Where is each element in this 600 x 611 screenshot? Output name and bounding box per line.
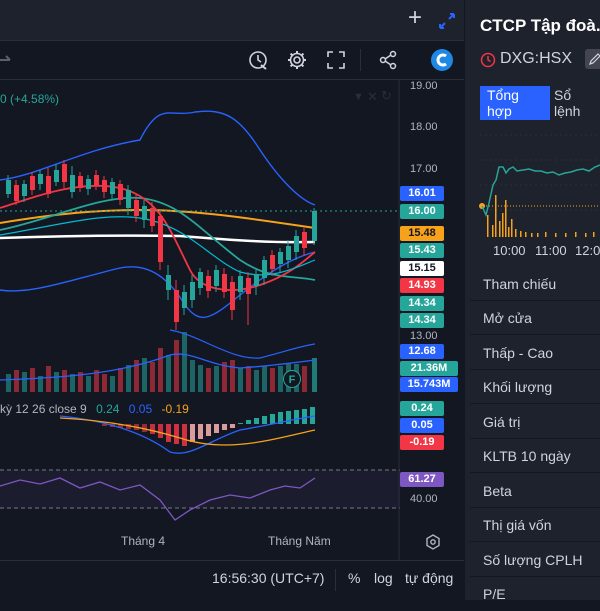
clock-timezone[interactable]: 16:56:30 (UTC+7) bbox=[212, 570, 325, 586]
intraday-volume-bars bbox=[487, 195, 595, 237]
bottom-bar: 16:56:30 (UTC+7) % log tự động bbox=[0, 560, 464, 601]
price-change-legend: 0 (+4.58%) bbox=[0, 92, 60, 106]
ticker-symbol[interactable]: DXG:HSX bbox=[500, 50, 573, 67]
legend-close-icon[interactable]: ✕ bbox=[367, 89, 378, 104]
edit-pencil-icon[interactable] bbox=[585, 49, 600, 69]
macd-signal-label: -0.19 bbox=[400, 435, 444, 450]
price-label-ma-red: 14.93 bbox=[400, 278, 444, 293]
volume-label: 21.36M bbox=[400, 361, 458, 376]
macd-hist-label: 0.24 bbox=[400, 401, 444, 416]
rsi-panel bbox=[0, 469, 400, 521]
window-header: + bbox=[0, 0, 464, 41]
tab-order-book[interactable]: Sổ lệnh bbox=[554, 87, 581, 119]
stat-volume: Khối lượng bbox=[470, 371, 600, 404]
macd-legend-v1: 0.24 bbox=[96, 402, 120, 416]
price-tick-19: 19.00 bbox=[410, 80, 438, 92]
stat-avg-volume-10d: KLTB 10 ngày bbox=[470, 440, 600, 473]
ma-cyan-line bbox=[0, 216, 316, 276]
price-label-bb-upper: 16.01 bbox=[400, 186, 444, 201]
price-tick-13: 13.00 bbox=[410, 330, 438, 342]
price-label-ma-white: 15.15 bbox=[400, 261, 444, 276]
settings-gear-icon[interactable] bbox=[284, 47, 310, 73]
financial-event-marker[interactable]: F bbox=[283, 370, 301, 388]
price-label-low-1: 14.34 bbox=[400, 296, 444, 311]
volume-bb-upper bbox=[169, 329, 316, 359]
volume-ma-label: 15.743M bbox=[400, 377, 458, 392]
ma-white-line bbox=[0, 234, 316, 244]
percent-scale-toggle[interactable]: % bbox=[348, 570, 361, 586]
intraday-mini-chart[interactable] bbox=[465, 125, 600, 247]
volume-series bbox=[0, 329, 317, 392]
auto-scale-toggle[interactable]: tự động bbox=[405, 570, 454, 586]
clock-icon bbox=[480, 52, 496, 68]
expand-icon[interactable] bbox=[438, 12, 456, 30]
rsi-value-label: 61.27 bbox=[400, 472, 444, 487]
ma-orange-line bbox=[0, 208, 316, 229]
main-chart-svg[interactable] bbox=[0, 80, 400, 560]
fullscreen-icon[interactable] bbox=[323, 47, 349, 73]
symbol-info-panel: CTCP Tập đoà... DXG:HSX Tổng hợp Sổ lệnh bbox=[465, 0, 600, 611]
legend-refresh-icon[interactable]: ↻ bbox=[381, 88, 392, 103]
log-scale-toggle[interactable]: log bbox=[374, 570, 393, 586]
price-label-last: 16.00 bbox=[400, 204, 444, 219]
brand-logo-icon[interactable] bbox=[429, 47, 455, 73]
stat-low-high: Thấp - Cao bbox=[470, 337, 600, 370]
add-chart-button[interactable]: + bbox=[408, 4, 423, 31]
bb-upper-line bbox=[0, 110, 316, 206]
bottom-divider bbox=[335, 569, 336, 591]
stats-list: Tham chiếu Mở cửa Thấp - Cao Khối lượng … bbox=[470, 268, 600, 611]
macd-panel bbox=[59, 407, 316, 454]
candlestick-series bbox=[6, 160, 317, 330]
back-arrow-icon[interactable] bbox=[0, 53, 14, 67]
price-label-bb-lower: 12.68 bbox=[400, 344, 444, 359]
stat-shares-outstanding: Số lượng CPLH bbox=[470, 544, 600, 577]
ticker-row: DXG:HSX bbox=[480, 49, 600, 71]
stat-pe: P/E bbox=[470, 578, 600, 611]
macd-line bbox=[59, 415, 316, 454]
intraday-price-line bbox=[481, 164, 600, 218]
replay-icon[interactable] bbox=[245, 47, 271, 73]
rsi-tick-40: 40.00 bbox=[410, 493, 438, 505]
macd-line-label: 0.05 bbox=[400, 418, 444, 433]
chart-toolbar bbox=[0, 41, 464, 80]
company-name: CTCP Tập đoà... bbox=[480, 16, 600, 35]
stat-reference: Tham chiếu bbox=[470, 268, 600, 301]
volume-ma-line bbox=[0, 353, 316, 381]
macd-legend-label: kỳ 12 26 close 9 bbox=[0, 402, 87, 416]
time-label-month-5: Tháng Năm bbox=[268, 534, 331, 548]
price-tick-18: 18.00 bbox=[410, 121, 438, 133]
stat-market-cap: Thị giá vốn bbox=[470, 509, 600, 542]
stat-open: Mở cửa bbox=[470, 302, 600, 335]
mini-time-10: 10:00 bbox=[493, 243, 526, 258]
stat-value: Giá trị bbox=[470, 406, 600, 439]
price-label-ma-orange: 15.48 bbox=[400, 226, 444, 241]
macd-legend-v3: -0.19 bbox=[161, 402, 189, 416]
share-icon[interactable] bbox=[375, 47, 401, 73]
rsi-line bbox=[0, 477, 316, 521]
mini-time-12: 12:0 bbox=[575, 243, 600, 258]
tab-overview[interactable]: Tổng hợp bbox=[480, 86, 550, 120]
bb-lower-line bbox=[0, 251, 316, 318]
macd-signal-line bbox=[59, 417, 316, 446]
chart-area[interactable]: + 0 (+4.58%) ▼ ✕ ↻ bbox=[0, 0, 464, 601]
toolbar-divider bbox=[360, 49, 361, 71]
bollinger-band-area bbox=[0, 110, 316, 318]
time-label-month-4: Tháng 4 bbox=[121, 534, 166, 548]
price-tick-17: 17.00 bbox=[410, 163, 438, 175]
price-label-low-2: 14.34 bbox=[400, 313, 444, 328]
axis-settings-icon[interactable] bbox=[424, 533, 442, 551]
price-label-ma-green: 15.43 bbox=[400, 243, 444, 258]
stat-beta: Beta bbox=[470, 475, 600, 508]
macd-legend: kỳ 12 26 close 9 0.24 0.05 -0.19 bbox=[0, 402, 189, 416]
mini-time-11: 11:00 bbox=[535, 243, 567, 258]
macd-legend-v2: 0.05 bbox=[128, 402, 153, 416]
legend-collapse-icon[interactable]: ▼ bbox=[353, 91, 364, 103]
